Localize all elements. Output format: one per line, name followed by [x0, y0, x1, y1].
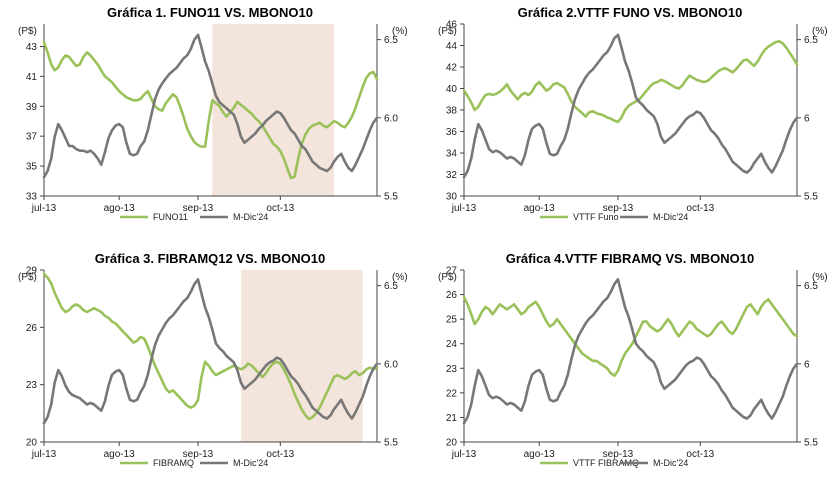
- x-tick-label: oct-13: [686, 449, 714, 460]
- left-tick-label: 36: [446, 127, 458, 138]
- left-tick-label: 37: [26, 132, 38, 143]
- right-axis-unit: (%): [812, 272, 828, 283]
- right-tick-label: 6.0: [384, 113, 398, 124]
- left-tick-label: 23: [26, 380, 38, 391]
- x-tick-label: ago-13: [524, 449, 556, 460]
- x-tick-label: oct-13: [266, 203, 294, 214]
- left-axis-unit: (P$): [18, 272, 37, 283]
- legend-label: M-Dic'24: [233, 458, 268, 468]
- left-tick-label: 34: [446, 149, 458, 160]
- chart-title: Gráfica 4.VTTF FIBRAMQ VS. MBONO10: [506, 251, 755, 266]
- right-tick-label: 5.5: [384, 438, 398, 449]
- left-tick-label: 29: [26, 266, 38, 277]
- series-line-primary: [462, 295, 799, 377]
- right-tick-label: 6.5: [804, 35, 818, 46]
- series-line-mdic24: [462, 278, 799, 425]
- left-tick-label: 46: [446, 20, 458, 31]
- legend-label: FUNO11: [153, 212, 188, 222]
- right-tick-label: 6.5: [384, 281, 398, 292]
- right-tick-label: 5.5: [384, 192, 398, 203]
- series-line-mdic24: [42, 278, 379, 425]
- legend-label: M-Dic'24: [653, 212, 688, 222]
- legend-label: VTTF Funo: [573, 212, 619, 222]
- x-tick-label: sep-13: [183, 449, 214, 460]
- legend-label: FIBRAMQ: [153, 458, 194, 468]
- right-tick-label: 5.5: [804, 192, 818, 203]
- left-tick-label: 41: [26, 72, 38, 83]
- series-line-primary: [42, 272, 379, 421]
- legend-label: M-Dic'24: [653, 458, 688, 468]
- left-axis-unit: (P$): [438, 26, 457, 37]
- left-tick-label: 43: [26, 42, 38, 53]
- left-axis-unit: (P$): [18, 26, 37, 37]
- x-tick-label: sep-13: [183, 203, 214, 214]
- x-tick-label: oct-13: [266, 449, 294, 460]
- left-tick-label: 20: [446, 438, 458, 449]
- x-tick-label: ago-13: [104, 449, 136, 460]
- left-axis-unit: (P$): [438, 272, 457, 283]
- x-tick-label: jul-13: [451, 203, 477, 214]
- left-tick-label: 42: [446, 63, 458, 74]
- left-tick-label: 40: [446, 84, 458, 95]
- left-tick-label: 39: [26, 102, 38, 113]
- chart-funo11-svg: Gráfica 1. FUNO11 VS. MBONO10 (P$) (%) 33 35…: [18, 5, 408, 222]
- right-tick-label: 6.5: [384, 35, 398, 46]
- left-tick-label: 23: [446, 364, 458, 375]
- right-axis-unit: (%): [812, 26, 828, 37]
- left-tick-label: 30: [446, 192, 458, 203]
- chart-fibramq12-svg: Gráfica 3. FIBRAMQ12 VS. MBONO10 (P$) (%) 2…: [18, 251, 408, 468]
- x-tick-label: jul-13: [451, 449, 477, 460]
- right-tick-label: 5.5: [804, 438, 818, 449]
- left-tick-label: 33: [26, 192, 38, 203]
- chart-panel-1: Gráfica 1. FUNO11 VS. MBONO10 (P$) (%) 33 35…: [0, 0, 420, 246]
- x-tick-label: oct-13: [686, 203, 714, 214]
- x-tick-label: ago-13: [104, 203, 136, 214]
- series-line-primary: [462, 39, 799, 124]
- left-tick-label: 27: [446, 266, 458, 277]
- chart-panel-2: Gráfica 2.VTTF FUNO VS. MBONO10 (P$) (%) 30…: [420, 0, 840, 246]
- x-tick-label: jul-13: [31, 203, 57, 214]
- x-tick-label: jul-13: [31, 449, 57, 460]
- left-tick-label: 20: [26, 438, 38, 449]
- left-tick-label: 22: [446, 388, 458, 399]
- left-tick-label: 38: [446, 106, 458, 117]
- chart-title: Gráfica 2.VTTF FUNO VS. MBONO10: [518, 5, 743, 20]
- right-tick-label: 6.5: [804, 281, 818, 292]
- left-tick-label: 26: [26, 323, 38, 334]
- x-tick-label: sep-13: [603, 203, 634, 214]
- right-tick-label: 6.0: [384, 359, 398, 370]
- left-tick-label: 24: [446, 339, 458, 350]
- left-tick-label: 32: [446, 170, 458, 181]
- right-tick-label: 6: [804, 113, 810, 124]
- series-line-mdic24: [462, 33, 799, 179]
- chart-vttf-fibramq-svg: Gráfica 4.VTTF FIBRAMQ VS. MBONO10 (P$) (%…: [438, 251, 828, 468]
- left-tick-label: 35: [26, 162, 38, 173]
- left-tick-label: 26: [446, 290, 458, 301]
- x-tick-label: ago-13: [524, 203, 556, 214]
- left-tick-label: 25: [446, 315, 458, 326]
- left-tick-label: 44: [446, 41, 458, 52]
- x-tick-label: sep-13: [603, 449, 634, 460]
- legend-label: M-Dic'24: [233, 212, 268, 222]
- chart-vttf-funo-svg: Gráfica 2.VTTF FUNO VS. MBONO10 (P$) (%) 30…: [438, 5, 828, 222]
- left-tick-label: 21: [446, 413, 458, 424]
- series-line-primary: [42, 40, 379, 180]
- series-line-mdic24: [42, 33, 379, 179]
- right-axis-unit: (%): [392, 272, 408, 283]
- chart-title: Gráfica 1. FUNO11 VS. MBONO10: [107, 5, 313, 20]
- right-tick-label: 6: [804, 359, 810, 370]
- chart-title: Gráfica 3. FIBRAMQ12 VS. MBONO10: [95, 251, 325, 266]
- right-axis-unit: (%): [392, 26, 408, 37]
- legend-label: VTTF FIBRAMQ: [573, 458, 639, 468]
- chart-panel-4: Gráfica 4.VTTF FIBRAMQ VS. MBONO10 (P$) (%…: [420, 246, 840, 492]
- chart-panel-3: Gráfica 3. FIBRAMQ12 VS. MBONO10 (P$) (%) 2…: [0, 246, 420, 492]
- shaded-period: [240, 270, 363, 442]
